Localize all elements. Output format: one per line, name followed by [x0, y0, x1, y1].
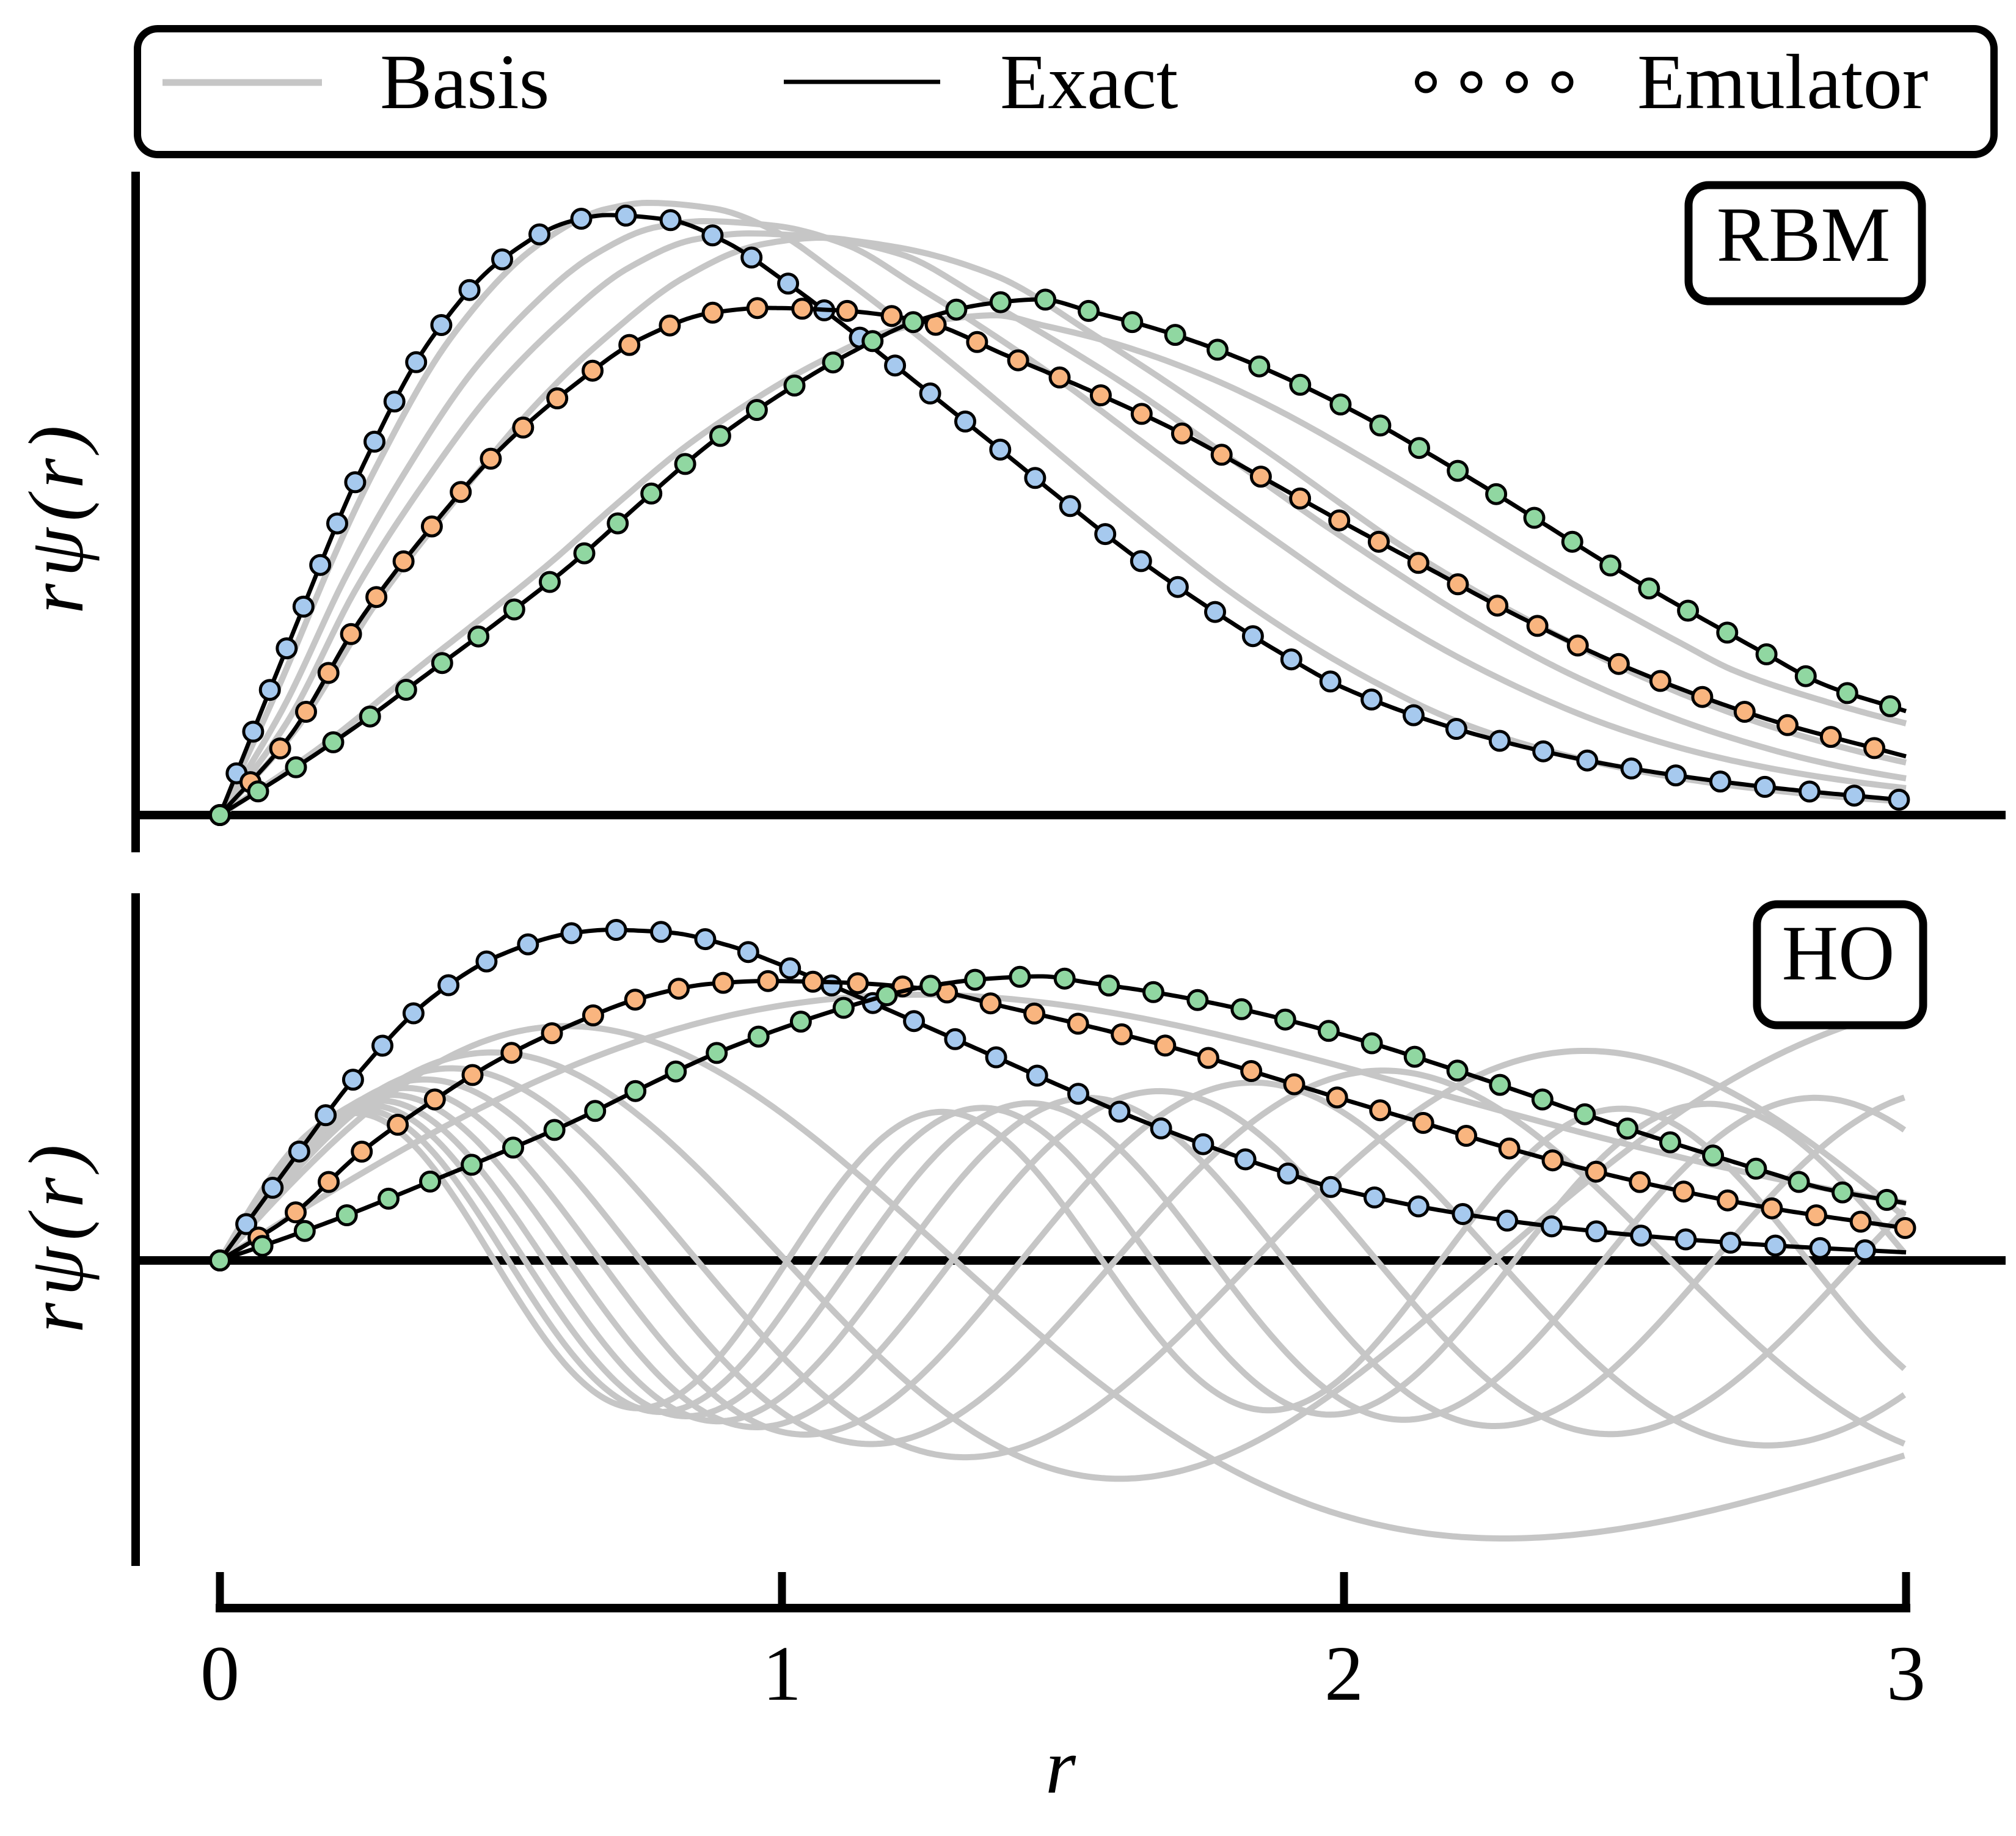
svg-text:Emulator: Emulator [1637, 38, 1928, 125]
svg-text:HO: HO [1782, 910, 1895, 997]
svg-text:r: r [1045, 1723, 1076, 1810]
svg-text:Basis: Basis [380, 38, 549, 125]
svg-text:rψ(r): rψ(r) [13, 419, 100, 613]
svg-text:rψ(r): rψ(r) [13, 1138, 100, 1333]
svg-text:3: 3 [1886, 1630, 1926, 1717]
svg-text:Exact: Exact [1000, 38, 1178, 125]
svg-text:0: 0 [200, 1630, 239, 1717]
svg-text:1: 1 [762, 1630, 802, 1717]
svg-text:2: 2 [1324, 1630, 1364, 1717]
svg-text:RBM: RBM [1717, 191, 1891, 278]
